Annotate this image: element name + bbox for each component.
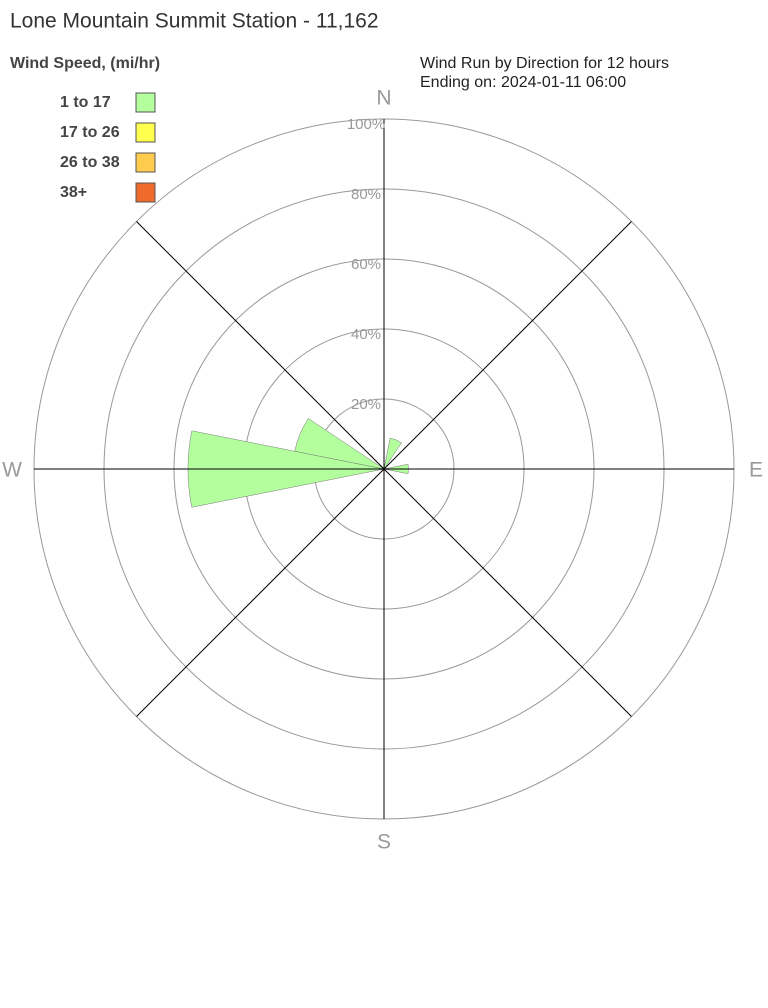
legend-label: 1 to 17 xyxy=(60,94,111,111)
spoke xyxy=(383,468,632,717)
legend-swatch xyxy=(135,92,156,113)
wedge xyxy=(294,418,385,470)
legend-swatch xyxy=(135,122,156,143)
r-tick-label: 80% xyxy=(351,186,381,203)
direction-label: N xyxy=(376,87,391,110)
subtitle: Wind Run by Direction for 12 hours xyxy=(420,55,669,72)
direction-label: S xyxy=(377,831,391,854)
direction-label: W xyxy=(2,459,22,482)
legend-title: Wind Speed, (mi/hr) xyxy=(10,55,160,72)
r-tick-label: 20% xyxy=(351,396,381,413)
chart-title: Lone Mountain Summit Station - 11,162 xyxy=(10,10,379,33)
r-tick-label: 100% xyxy=(347,116,385,133)
legend-label: 38+ xyxy=(60,184,87,201)
wedge xyxy=(383,437,402,470)
r-tick-label: 40% xyxy=(351,326,381,343)
legend-swatch xyxy=(135,152,156,173)
direction-label: E xyxy=(749,459,763,482)
r-tick-label: 60% xyxy=(351,256,381,273)
legend-label: 17 to 26 xyxy=(60,124,120,141)
spoke xyxy=(136,468,385,717)
spoke xyxy=(136,221,385,470)
legend-swatch xyxy=(135,182,156,203)
subtitle: Ending on: 2024-01-11 06:00 xyxy=(420,74,626,91)
legend-label: 26 to 38 xyxy=(60,154,120,171)
spoke xyxy=(383,221,632,470)
